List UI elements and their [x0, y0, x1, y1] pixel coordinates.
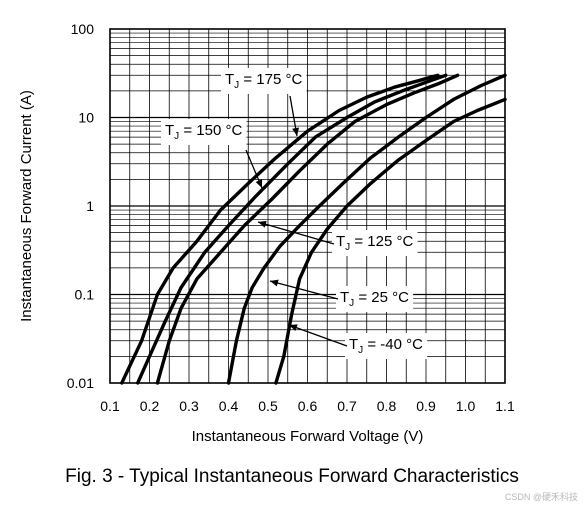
series-label-bg [161, 119, 247, 145]
series-label-sub: J [358, 345, 363, 356]
series-curves [120, 73, 507, 385]
series-label-sub: J [349, 298, 354, 309]
y-tick-label: 10 [78, 110, 94, 126]
series-label-4: TJ = -40 °C [345, 333, 428, 359]
series-label-text: TJ = 125 °C [336, 233, 413, 253]
watermark: CSDN @硬禾科技 [504, 492, 578, 502]
series-label-bg [336, 286, 414, 312]
x-tick-label: 0.7 [337, 398, 357, 414]
series-annotations: TJ = 175 °CTJ = 150 °CTJ = 125 °CTJ = 25… [161, 68, 428, 359]
figure-caption: Fig. 3 - Typical Instantaneous Forward C… [65, 466, 519, 487]
series-line-2 [155, 73, 460, 385]
series-label-1: TJ = 150 °C [161, 119, 247, 145]
series-label-text: TJ = 175 °C [225, 71, 302, 91]
series-line-4 [274, 97, 507, 385]
series-label-text: TJ = -40 °C [349, 336, 423, 356]
series-label-sub: J [174, 131, 179, 142]
series-leader-line [288, 324, 348, 347]
y-axis-label: Instantaneous Forward Current (A) [18, 90, 35, 322]
series-label-2: TJ = 125 °C [332, 230, 418, 256]
series-label-bg [332, 230, 418, 256]
series-leader-line [257, 221, 335, 245]
series-label-sub: J [234, 80, 239, 91]
series-line-0 [120, 73, 440, 385]
x-tick-label: 1.1 [495, 398, 515, 414]
x-tick-label: 0.6 [298, 398, 318, 414]
series-label-bg [345, 333, 428, 359]
y-tick-label: 0.1 [75, 287, 95, 303]
series-label-text: TJ = 150 °C [165, 122, 242, 142]
series-label-main: T [340, 289, 349, 306]
y-tick-label: 0.01 [67, 375, 94, 391]
series-leader-line [269, 280, 339, 300]
x-axis-label: Instantaneous Forward Voltage (V) [192, 428, 424, 445]
series-leader-arrow [289, 324, 298, 332]
y-tick-labels: 0.01 0.1 1 10 100 [67, 21, 94, 391]
series-label-text: TJ = 25 °C [340, 289, 409, 309]
series-label-main: T [336, 233, 345, 250]
series-label-main: T [165, 122, 174, 139]
x-tick-label: 0.4 [219, 398, 239, 414]
series-label-main: T [349, 336, 358, 353]
series-leader-arrow [292, 127, 300, 136]
forward-characteristics-chart: TJ = 175 °CTJ = 150 °CTJ = 125 °CTJ = 25… [18, 21, 515, 445]
series-label-rest: = 125 °C [350, 233, 413, 250]
series-leader-arrow [258, 220, 267, 228]
series-label-rest: = 175 °C [239, 71, 302, 88]
x-tick-label: 1.0 [456, 398, 476, 414]
series-label-rest: = 25 °C [354, 289, 409, 306]
series-leader-arrow [255, 179, 263, 188]
series-leader-arrow [270, 279, 279, 287]
y-tick-label: 100 [71, 21, 95, 37]
x-tick-label: 0.1 [100, 398, 120, 414]
series-label-bg [221, 68, 307, 94]
x-tick-label: 0.8 [377, 398, 397, 414]
plot-frame [109, 28, 506, 384]
series-label-main: T [225, 71, 234, 88]
x-tick-labels: 0.1 0.2 0.3 0.4 0.5 0.6 0.7 0.8 0.9 1.0 1.1 [100, 398, 515, 414]
x-tick-label: 0.5 [258, 398, 278, 414]
x-tick-label: 0.3 [179, 398, 199, 414]
series-label-3: TJ = 25 °C [336, 286, 414, 312]
y-tick-label: 1 [86, 198, 94, 214]
series-label-rest: = 150 °C [179, 122, 242, 139]
series-line-3 [226, 73, 507, 385]
series-label-rest: = -40 °C [363, 336, 423, 353]
series-label-0: TJ = 175 °C [221, 68, 307, 94]
x-tick-label: 0.2 [140, 398, 160, 414]
series-label-sub: J [345, 242, 350, 253]
series-line-1 [135, 73, 448, 385]
x-tick-label: 0.9 [416, 398, 436, 414]
